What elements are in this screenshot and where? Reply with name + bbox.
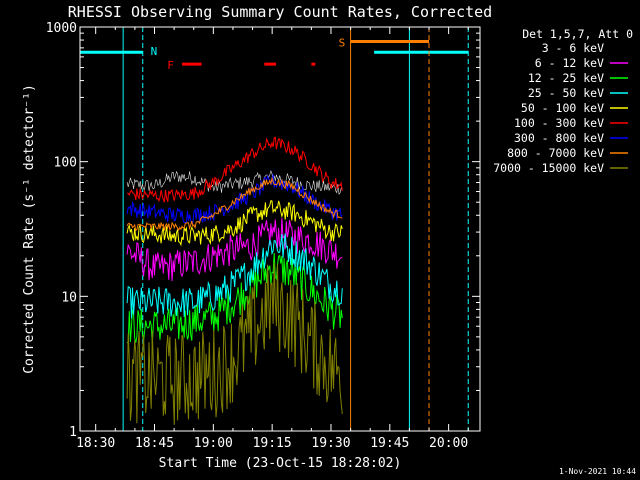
legend-label: 100 - 300 keV <box>514 116 604 130</box>
series-line <box>126 233 343 319</box>
x-tick-label: 20:00 <box>429 436 468 451</box>
legend-label: 300 - 800 keV <box>514 131 604 145</box>
x-tick-label: 18:45 <box>135 436 174 451</box>
x-tick-label: 19:00 <box>194 436 233 451</box>
legend-label: 800 - 7000 keV <box>507 146 604 160</box>
legend-title: Det 1,5,7, Att 0 <box>522 27 633 41</box>
series-line <box>126 199 343 247</box>
plot-frame <box>79 26 481 432</box>
y-tick-label: 100 <box>54 156 77 171</box>
x-tick-label: 19:45 <box>370 436 409 451</box>
series-line <box>126 218 343 282</box>
series-line-highlight <box>126 169 343 195</box>
legend-label: 12 - 25 keV <box>528 71 604 85</box>
legend-label: 7000 - 15000 keV <box>493 161 604 175</box>
y-tick-label: 1000 <box>46 21 77 36</box>
series-line <box>126 262 343 425</box>
x-tick-label: 18:30 <box>76 436 115 451</box>
y-axis-label: Corrected Count Rate (s⁻¹ detector⁻¹) <box>22 84 37 374</box>
flag-label-n: N <box>151 45 158 58</box>
legend-label: 50 - 100 keV <box>521 101 604 115</box>
axes: 18:30 18:45 19:00 19:15 19:30 19:45 20:00 1 10 10… <box>46 21 480 451</box>
flag-label-f: F <box>167 59 174 72</box>
series-line <box>126 176 343 232</box>
x-tick-label: 19:15 <box>253 436 292 451</box>
legend-label: 25 - 50 keV <box>528 86 604 100</box>
footer-date: 1-Nov-2021 10:44 <box>559 467 636 476</box>
series-layer <box>126 136 343 425</box>
x-axis-label: Start Time (23-Oct-15 18:28:02) <box>159 456 402 471</box>
legend-label: 6 - 12 keV <box>535 56 604 70</box>
series-line <box>127 136 343 203</box>
x-tick-label: 19:30 <box>311 436 350 451</box>
flag-label-s: S <box>339 37 346 50</box>
chart-title: RHESSI Observing Summary Count Rates, Co… <box>68 3 492 21</box>
legend-label: 3 - 6 keV <box>542 41 604 55</box>
series-line <box>126 252 343 345</box>
y-tick-label: 10 <box>61 290 77 305</box>
y-tick-label: 1 <box>69 425 77 440</box>
observing-flags: NF S <box>80 27 469 431</box>
